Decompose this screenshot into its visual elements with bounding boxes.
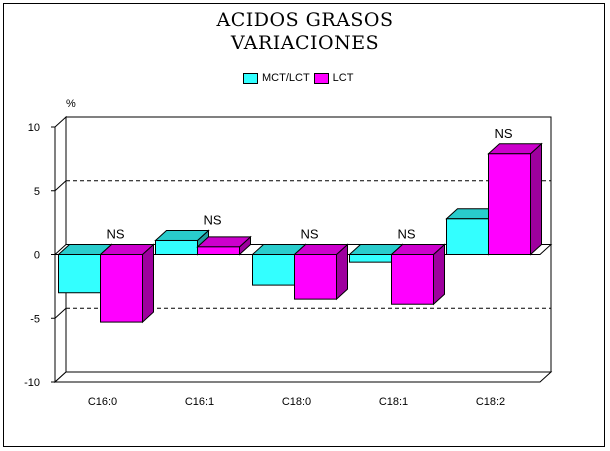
bar-mct-lct: [446, 218, 489, 256]
chart-title-line-1: ACIDOS GRASOS: [216, 9, 394, 31]
floor: [53, 371, 553, 383]
gridline-connector: [54, 307, 67, 319]
bar-lct: [197, 246, 240, 256]
x-tick-label: C18:1: [379, 396, 408, 408]
y-tick-label: 5: [34, 186, 40, 198]
bar-lct: [488, 153, 531, 255]
y-tick-label: -10: [24, 377, 40, 389]
bar-lct: [100, 254, 143, 323]
legend-swatch-lct: [313, 72, 329, 84]
chart-legend: MCT/LCT LCT: [243, 72, 353, 84]
y-axis-unit-label: %: [66, 98, 76, 110]
annotation-ns: NS: [106, 227, 124, 242]
legend-label-lct: LCT: [332, 72, 354, 84]
gridline-connector: [54, 180, 67, 192]
x-tick-label: C18:0: [282, 396, 311, 408]
bar-lct: [294, 254, 337, 300]
x-tick-label: C16:0: [88, 396, 117, 408]
bar-side: [530, 142, 542, 256]
bar-mct-lct: [349, 254, 392, 263]
annotation-ns: NS: [397, 227, 415, 242]
y-tick-label: -5: [30, 313, 40, 325]
x-tick-label: C18:2: [476, 396, 505, 408]
y-tick-label: 0: [34, 250, 40, 262]
bar-mct-lct: [252, 254, 295, 286]
legend-label-mct-lct: MCT/LCT: [262, 72, 310, 84]
bar-side: [142, 243, 154, 324]
x-tick-label: C16:1: [185, 396, 214, 408]
annotation-ns: NS: [300, 227, 318, 242]
y-tick-label: 10: [28, 122, 40, 134]
annotation-ns: NS: [203, 212, 221, 227]
legend-swatch-mct-lct: [243, 72, 258, 84]
bar-mct-lct: [58, 254, 101, 294]
bar-mct-lct: [155, 239, 198, 256]
bar-lct: [391, 254, 434, 305]
annotation-ns: NS: [494, 126, 512, 141]
chart-title-line-2: VARIACIONES: [230, 32, 380, 54]
